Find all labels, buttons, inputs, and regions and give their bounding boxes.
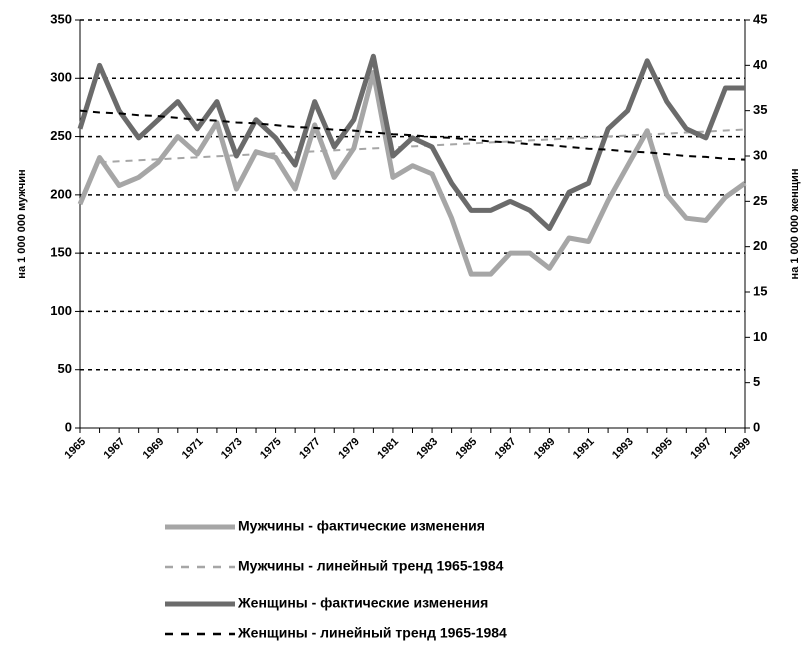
y-tick-label: 50 xyxy=(58,361,72,376)
y-tick-label: 150 xyxy=(50,245,72,260)
y2-tick-label: 35 xyxy=(753,102,767,117)
x-tick-label: 1999 xyxy=(727,436,753,462)
x-tick-label: 1965 xyxy=(62,436,88,462)
y2-axis-label: на 1 000 000 женщин xyxy=(789,169,801,280)
x-tick-label: 1985 xyxy=(454,436,480,462)
y-tick-label: 300 xyxy=(50,70,72,85)
series-line xyxy=(99,128,746,164)
x-tick-label: 1993 xyxy=(610,436,636,462)
x-tick-label: 1987 xyxy=(493,436,519,462)
x-tick-label: 1977 xyxy=(297,436,323,462)
x-tick-label: 1979 xyxy=(336,436,362,462)
y2-tick-label: 45 xyxy=(753,11,767,26)
y-tick-label: 250 xyxy=(50,128,72,143)
y2-tick-label: 0 xyxy=(753,419,760,434)
x-tick-label: 1989 xyxy=(532,436,558,462)
y2-tick-label: 10 xyxy=(753,329,767,344)
x-tick-label: 1969 xyxy=(141,436,167,462)
y-axis-label: на 1 000 000 мужчин xyxy=(16,169,28,278)
x-tick-label: 1971 xyxy=(180,436,206,462)
series-line xyxy=(77,69,747,277)
x-tick-label: 1975 xyxy=(258,436,284,462)
x-tick-label: 1983 xyxy=(414,436,440,462)
y2-tick-label: 20 xyxy=(753,238,767,253)
series-line xyxy=(77,53,745,232)
y2-tick-label: 25 xyxy=(753,193,767,208)
legend-label: Мужчины - линейный тренд 1965-1984 xyxy=(238,558,504,574)
x-tick-label: 1967 xyxy=(101,436,127,462)
legend-label: Женщины - фактические изменения xyxy=(237,595,488,611)
x-tick-label: 1991 xyxy=(571,436,597,462)
y-tick-label: 0 xyxy=(65,419,72,434)
y2-tick-label: 15 xyxy=(753,283,767,298)
y-tick-label: 350 xyxy=(50,11,72,26)
x-tick-label: 1995 xyxy=(649,436,675,462)
legend-label: Мужчины - фактические изменения xyxy=(238,518,485,534)
y2-tick-label: 40 xyxy=(753,57,767,72)
y-tick-label: 100 xyxy=(50,303,72,318)
y-tick-label: 200 xyxy=(50,186,72,201)
legend-label: Женщины - линейный тренд 1965-1984 xyxy=(237,625,507,641)
y2-tick-label: 5 xyxy=(753,374,760,389)
x-tick-label: 1997 xyxy=(688,436,714,462)
y2-tick-label: 30 xyxy=(753,147,767,162)
x-tick-label: 1981 xyxy=(375,436,401,462)
x-tick-label: 1973 xyxy=(219,436,245,462)
